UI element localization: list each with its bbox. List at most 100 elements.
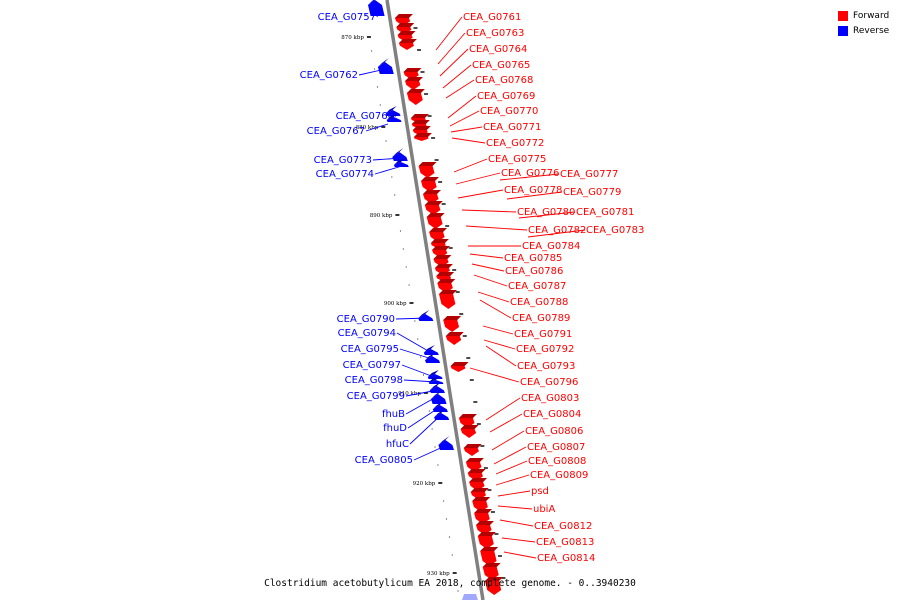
reverse-gene-feature (393, 158, 409, 167)
forward-gene-feature (480, 547, 499, 566)
scale-label: 930 kbp (427, 571, 450, 577)
leader-line (403, 379, 437, 383)
legend-label: Reverse (853, 25, 890, 36)
gene-front-face (403, 72, 419, 80)
gene-label: CEA_G0775 (488, 154, 546, 165)
gene-top-face (463, 444, 482, 448)
gene-label: CEA_G0763 (466, 28, 524, 39)
leader-line (405, 389, 439, 397)
gene-top-face (432, 401, 444, 410)
gene-label: CEA_G0809 (530, 470, 588, 481)
forward-gene-feature (403, 68, 422, 80)
gene-label: psd (531, 486, 549, 497)
leader-line (435, 16, 463, 51)
gene-label: CEA_G0774 (316, 169, 374, 180)
forward-gene-feature (421, 177, 439, 192)
forward-gene-feature (394, 14, 413, 26)
gene-top-face (437, 279, 456, 283)
leader-line (491, 430, 525, 451)
genome-backbone (385, 0, 485, 600)
gene-top-face (434, 409, 446, 418)
reverse-gene-feature (425, 352, 441, 363)
legend: Forward Reverse (838, 8, 889, 38)
leader-line (493, 446, 527, 465)
gene-label: CEA_G0786 (505, 266, 563, 277)
gene-label: CEA_G0803 (521, 393, 579, 404)
forward-gene-feature (432, 246, 450, 258)
gene-label: CEA_G0769 (477, 91, 535, 102)
forward-gene-feature (439, 290, 457, 309)
forward-gene-feature (413, 133, 432, 141)
gene-top-face (472, 497, 491, 501)
gene-label: CEA_G0762 (300, 70, 358, 81)
forward-gene-feature (450, 362, 469, 372)
gene-top-face (392, 148, 404, 157)
reverse-gene-feature (368, 0, 385, 16)
gene-front-face (445, 336, 462, 345)
gene-top-face (436, 272, 455, 276)
gene-label: CEA_G0780 (517, 207, 575, 218)
gene-label: CEA_G0788 (510, 297, 568, 308)
forward-gene-feature (443, 316, 462, 332)
leader-line (461, 209, 517, 213)
leader-line (457, 189, 504, 199)
leader-line (445, 79, 475, 99)
gene-label: CEA_G0768 (475, 75, 533, 86)
gene-top-face (429, 382, 441, 391)
leader-line (442, 64, 472, 89)
forward-gene-feature (445, 332, 464, 345)
forward-gene-feature (424, 201, 443, 215)
gene-front-face (386, 117, 402, 122)
gene-top-face (438, 436, 450, 445)
leader-line (483, 339, 516, 350)
gene-top-face (432, 246, 450, 250)
gene-label: CEA_G0767 (307, 126, 365, 137)
gene-front-face (413, 137, 429, 141)
gene-label: CEA_G0804 (523, 409, 581, 420)
gene-front-face (385, 110, 401, 116)
forward-gene-feature (485, 577, 503, 595)
gene-top-face (377, 58, 389, 67)
gene-top-face (467, 469, 486, 473)
gene-label: CEA_G0813 (536, 537, 594, 548)
gene-top-face (424, 201, 443, 205)
gene-front-face (418, 314, 434, 321)
leader-line (449, 110, 480, 127)
leader-line (405, 395, 439, 415)
gene-top-face (405, 77, 423, 81)
leader-line (407, 406, 441, 429)
leader-line (518, 211, 576, 219)
leader-line (453, 158, 488, 173)
gene-label: CEA_G0770 (480, 106, 538, 117)
gene-front-face (377, 62, 394, 74)
forward-gene-feature (482, 563, 501, 580)
leader-line (497, 505, 533, 510)
gene-front-face (433, 259, 449, 267)
leader-line (376, 13, 379, 18)
gene-top-face (412, 126, 431, 130)
gene-label: CEA_G0764 (469, 44, 527, 55)
gene-top-face (445, 332, 464, 336)
leader-line (499, 519, 534, 527)
gene-label: CEA_G0783 (586, 225, 644, 236)
gene-top-face (406, 89, 425, 93)
leader-line (497, 490, 531, 497)
gene-label: CEA_G0771 (483, 122, 541, 133)
leader-line (495, 460, 528, 475)
gene-front-face (398, 43, 414, 50)
feature-layer (368, 0, 503, 600)
leader-line (503, 551, 537, 559)
gene-label: CEA_G0798 (345, 375, 403, 386)
gene-front-face (463, 448, 479, 456)
gene-label: CEA_G0814 (537, 553, 595, 564)
gene-label: CEA_G0799 (347, 391, 405, 402)
gene-label: CEA_G0807 (527, 442, 585, 453)
reverse-gene-feature (462, 594, 478, 600)
gene-label: CEA_G0757 (318, 12, 376, 23)
gene-front-face (423, 349, 439, 355)
gene-front-face (434, 268, 450, 275)
leader-line (447, 95, 477, 119)
legend-swatch (838, 25, 848, 36)
leader-line (439, 48, 469, 77)
gene-label: CEA_G0766 (336, 111, 394, 122)
